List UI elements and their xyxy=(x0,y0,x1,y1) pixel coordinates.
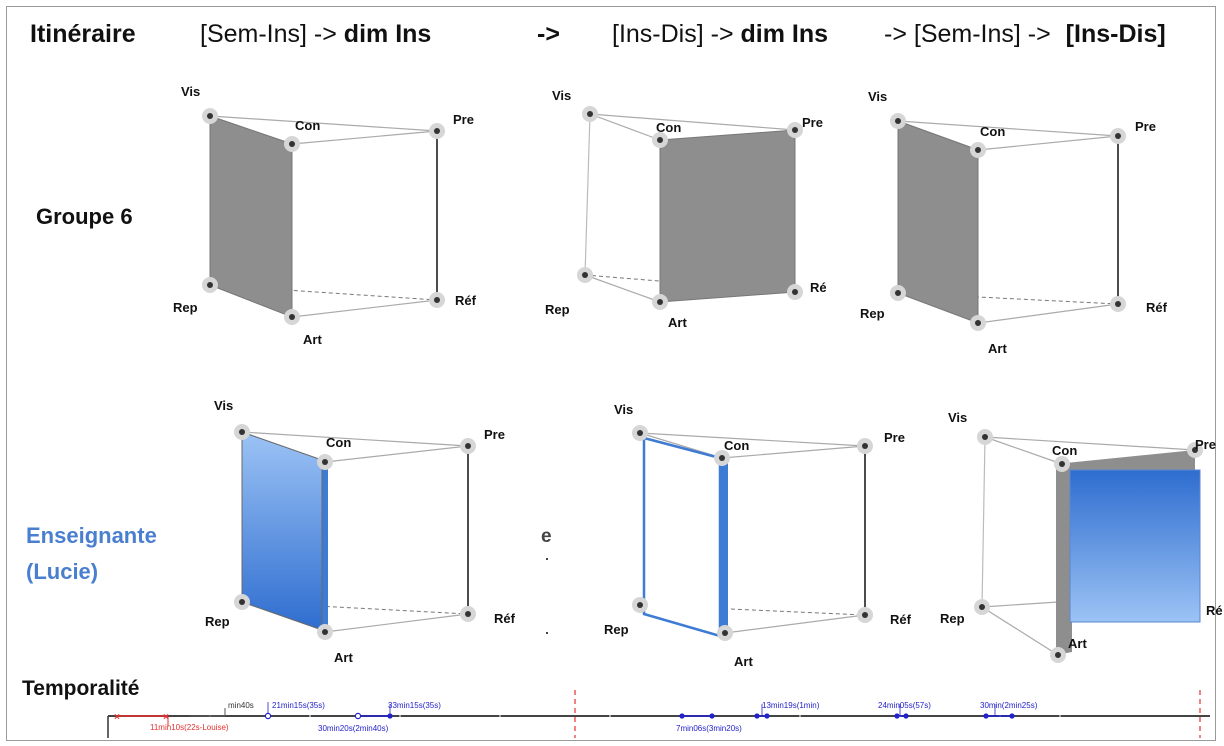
group-cube-2: Vis Con Pre Rep Art Ré xyxy=(545,88,827,330)
stray-dot xyxy=(546,558,548,560)
vertex-label-art: Art xyxy=(303,332,322,347)
vertex-label-ref: Réf xyxy=(455,293,477,308)
vertex-label-rep: Rep xyxy=(173,300,198,315)
teacher-label-line1: Enseignante xyxy=(26,523,157,548)
vertex-label-con: Con xyxy=(326,435,351,450)
teacher-cube-3: Vis Con Pre Rep Art Ré xyxy=(940,410,1223,663)
timeline-label-blue: 33min15s(35s) xyxy=(388,701,441,710)
vertex-label-pre: Pre xyxy=(1135,119,1156,134)
group-cube-1: Vis Con Pre Rep Art Réf xyxy=(173,84,477,347)
itinerary-arrow: -> xyxy=(537,20,560,48)
vertex-label-art: Art xyxy=(334,650,353,665)
vertex-label-con: Con xyxy=(295,118,320,133)
step-1-text: [Sem-Ins] -> xyxy=(200,20,337,48)
vertex-markers xyxy=(202,108,445,325)
vertex-label-vis: Vis xyxy=(552,88,571,103)
figure-frame xyxy=(6,6,1216,741)
teacher-cube-2: Vis Con Pre Rep Art Réf xyxy=(604,402,912,669)
vertex-label-rep: Rep xyxy=(604,622,629,637)
vertex-label-vis: Vis xyxy=(868,89,887,104)
vertex-label-art: Art xyxy=(988,341,1007,356)
vertex-label-pre: Pre xyxy=(802,115,823,130)
vertex-label-pre: Pre xyxy=(453,112,474,127)
svg-text:×: × xyxy=(114,712,120,723)
step-1-bold: dim Ins xyxy=(343,20,432,48)
vertex-label-art: Art xyxy=(1068,636,1087,651)
teacher-label: Enseignante (Lucie) xyxy=(26,518,157,590)
group-label: Groupe 6 xyxy=(36,204,133,229)
timeline-label-red: 11min10s(22s-Louise) xyxy=(150,723,229,732)
vertex-label-art: Art xyxy=(668,315,687,330)
vertex-label-con: Con xyxy=(656,120,681,135)
itinerary-step-3: -> [Sem-Ins] -> [Ins-Dis] xyxy=(884,20,1166,49)
vertex-label-ref: Réf xyxy=(494,611,516,626)
vertex-label-pre: Pre xyxy=(1195,437,1216,452)
vertex-label-rep: Rep xyxy=(940,611,965,626)
itinerary-label: Itinéraire xyxy=(30,20,136,48)
step-2-text: [Ins-Dis] -> xyxy=(612,20,734,48)
vertex-label-vis: Vis xyxy=(948,410,967,425)
vertex-label-vis: Vis xyxy=(614,402,633,417)
stray-dot xyxy=(546,632,548,634)
vertex-label-con: Con xyxy=(980,124,1005,139)
itinerary-step-2: [Ins-Dis] -> dim Ins xyxy=(612,20,828,49)
itinerary-step-1: [Sem-Ins] -> dim Ins xyxy=(200,20,431,49)
step-3-bold: [Ins-Dis] xyxy=(1065,20,1166,48)
timeline-title: Temporalité xyxy=(22,677,140,700)
vertex-label-vis: Vis xyxy=(181,84,200,99)
vertex-label-pre: Pre xyxy=(884,430,905,445)
teacher-cube-1: Vis Con Pre Rep Art Réf xyxy=(205,398,516,665)
vertex-label-ref: Réf xyxy=(890,612,912,627)
vertex-label-art: Art xyxy=(734,654,753,669)
vertex-label-ref: Réf xyxy=(1146,300,1168,315)
timeline-label-blue: 21min15s(35s) xyxy=(272,701,325,710)
svg-text:×: × xyxy=(163,712,169,723)
step-2-bold: dim Ins xyxy=(740,20,829,48)
vertex-label-rep: Rep xyxy=(860,306,885,321)
stray-glyph: e xyxy=(541,526,552,547)
teacher-label-line2: (Lucie) xyxy=(26,559,99,584)
timeline: × × 11min10s(22s-Louise) min40s 21min15s… xyxy=(107,690,1210,738)
vertex-label-ref: Ré xyxy=(1206,603,1223,618)
vertex-label-vis: Vis xyxy=(214,398,233,413)
group-cube-3: Vis Con Pre Rep Art Réf xyxy=(860,89,1168,356)
vertex-label-rep: Rep xyxy=(205,614,230,629)
vertex-label-pre: Pre xyxy=(484,427,505,442)
timeline-label-blue: 30min(2min25s) xyxy=(980,701,1038,710)
vertex-label-rep: Rep xyxy=(545,302,570,317)
timeline-label-blue: 7min06s(3min20s) xyxy=(676,724,742,733)
timeline-label-blue: 13min19s(1min) xyxy=(762,701,820,710)
timeline-label-blue: 24min05s(57s) xyxy=(878,701,931,710)
timeline-label-gray: min40s xyxy=(228,701,254,710)
step-3-text: -> [Sem-Ins] -> xyxy=(884,20,1051,48)
vertex-label-ref: Ré xyxy=(810,280,827,295)
timeline-label-blue: 30min20s(2min40s) xyxy=(318,724,389,733)
vertex-label-con: Con xyxy=(724,438,749,453)
vertex-label-con: Con xyxy=(1052,443,1077,458)
